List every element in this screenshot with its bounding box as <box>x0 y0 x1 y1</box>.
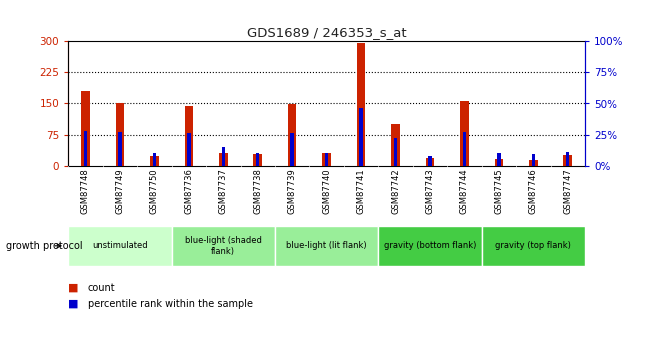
Bar <box>222 147 225 166</box>
Bar <box>185 106 193 166</box>
Bar <box>84 131 87 166</box>
Bar <box>81 91 90 166</box>
Bar <box>426 158 434 166</box>
Bar <box>460 101 469 166</box>
Bar <box>391 124 400 166</box>
Text: growth protocol: growth protocol <box>6 241 83 251</box>
Text: GSM87742: GSM87742 <box>391 169 400 214</box>
Text: GSM87746: GSM87746 <box>529 169 538 214</box>
Bar <box>529 160 538 166</box>
Text: blue-light (lit flank): blue-light (lit flank) <box>286 241 367 250</box>
Text: GSM87737: GSM87737 <box>219 169 227 215</box>
Text: GSM87741: GSM87741 <box>357 169 365 214</box>
Title: GDS1689 / 246353_s_at: GDS1689 / 246353_s_at <box>247 26 406 39</box>
Bar <box>256 153 259 166</box>
Bar <box>495 159 503 166</box>
Text: GSM87743: GSM87743 <box>426 169 434 214</box>
Text: GSM87748: GSM87748 <box>81 169 90 214</box>
FancyBboxPatch shape <box>378 226 482 266</box>
Text: GSM87749: GSM87749 <box>116 169 124 214</box>
FancyBboxPatch shape <box>172 226 275 266</box>
Bar <box>497 153 500 166</box>
Bar <box>153 153 156 166</box>
Bar <box>187 133 190 166</box>
Bar <box>428 156 432 166</box>
Bar <box>288 104 296 166</box>
Bar <box>564 155 572 166</box>
Text: ■: ■ <box>68 299 79 308</box>
Text: GSM87745: GSM87745 <box>495 169 503 214</box>
Text: blue-light (shaded
flank): blue-light (shaded flank) <box>185 236 262 256</box>
Text: GSM87738: GSM87738 <box>254 169 262 215</box>
Bar <box>116 104 124 166</box>
Bar <box>219 153 227 166</box>
FancyBboxPatch shape <box>275 226 378 266</box>
Bar <box>254 154 262 166</box>
Text: GSM87750: GSM87750 <box>150 169 159 214</box>
Text: ■: ■ <box>68 283 79 293</box>
Text: GSM87740: GSM87740 <box>322 169 331 214</box>
Bar <box>359 108 363 166</box>
Bar <box>291 133 294 166</box>
Bar <box>118 132 122 166</box>
Bar <box>566 152 569 166</box>
Bar <box>532 155 535 166</box>
Text: unstimulated: unstimulated <box>92 241 148 250</box>
Text: GSM87744: GSM87744 <box>460 169 469 214</box>
Text: gravity (top flank): gravity (top flank) <box>495 241 571 250</box>
Bar <box>325 153 328 166</box>
Bar <box>150 157 159 166</box>
Bar <box>463 132 466 166</box>
Text: GSM87739: GSM87739 <box>288 169 296 214</box>
Text: GSM87747: GSM87747 <box>564 169 572 214</box>
Text: percentile rank within the sample: percentile rank within the sample <box>88 299 253 308</box>
Bar <box>322 153 331 166</box>
Bar <box>357 43 365 166</box>
Bar <box>394 138 397 166</box>
FancyBboxPatch shape <box>68 226 172 266</box>
FancyBboxPatch shape <box>482 226 585 266</box>
Text: GSM87736: GSM87736 <box>185 169 193 215</box>
Text: count: count <box>88 283 116 293</box>
Text: gravity (bottom flank): gravity (bottom flank) <box>384 241 476 250</box>
